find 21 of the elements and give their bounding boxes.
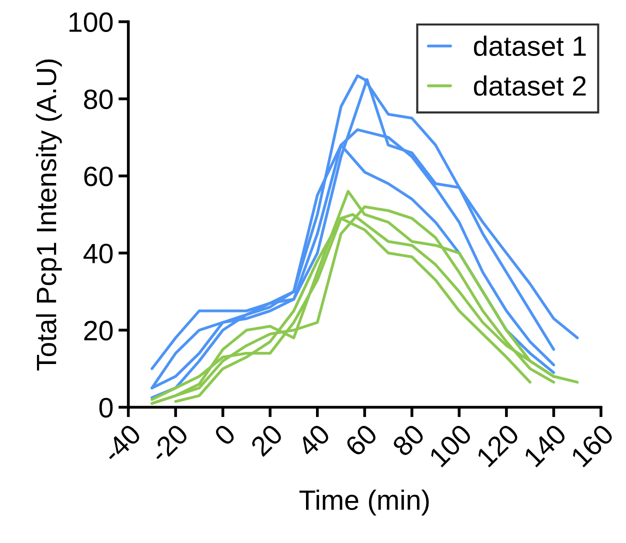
legend-label: dataset 2 xyxy=(474,75,586,96)
x-axis-title: Time (min) xyxy=(299,490,429,516)
y-tick-label: 100 xyxy=(70,12,113,32)
x-tick-label: 20 xyxy=(250,423,284,458)
x-tick-label: 40 xyxy=(296,423,332,458)
x-tick-label: 140 xyxy=(522,423,568,468)
y-tick-label: 80 xyxy=(84,89,113,110)
y-tick-label: 20 xyxy=(84,320,113,340)
x-tick-label: 160 xyxy=(570,423,615,468)
x-tick-label: 120 xyxy=(476,423,520,468)
x-tick-label: 80 xyxy=(391,423,426,458)
x-tick-label: 100 xyxy=(428,423,473,468)
x-tick-label: -40 xyxy=(101,423,142,464)
x-tick-label: 0 xyxy=(213,423,237,446)
y-tick-label: 40 xyxy=(83,244,113,264)
y-axis-title: Total Pcp1 Intensity (A.U) xyxy=(36,60,62,371)
x-tick-label: -20 xyxy=(148,423,190,464)
y-tick-label: 60 xyxy=(84,166,113,186)
x-tick-label: 60 xyxy=(344,423,378,458)
y-tick-label: 0 xyxy=(99,398,113,418)
legend-label: dataset 1 xyxy=(474,36,586,56)
